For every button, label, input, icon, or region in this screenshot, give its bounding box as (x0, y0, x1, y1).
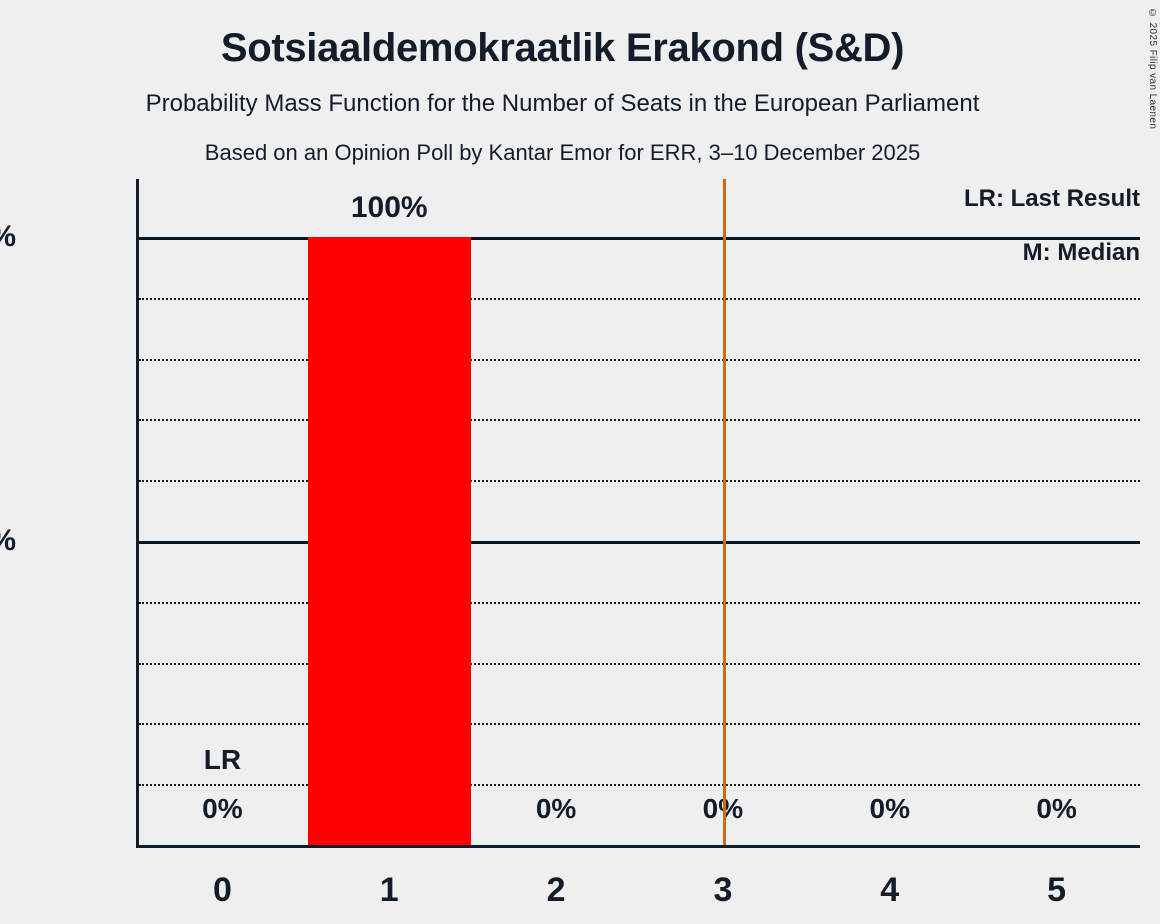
chart-header: Sotsiaaldemokraatlik Erakond (S&D) Proba… (0, 0, 1125, 164)
x-tick-2: 2 (546, 871, 566, 909)
chart-subtitle: Probability Mass Function for the Number… (145, 90, 980, 117)
bar-seat-1[interactable]: M (307, 0, 471, 845)
last-result-marker: LR (203, 744, 242, 776)
chart-source-note: Based on an Opinion Poll by Kantar Emor … (204, 140, 921, 165)
y-tick-50: 50% (0, 526, 16, 556)
copyright-notice: © 2025 Filip van Laenen (1147, 8, 1158, 130)
gridline-90 (139, 297, 1140, 300)
legend-median: M: Median (1022, 239, 1140, 266)
gridline-60 (139, 480, 1140, 483)
gridline-50 (139, 541, 1140, 544)
value-label-seat-4: 0% (869, 793, 910, 824)
x-tick-4: 4 (880, 871, 900, 909)
gridline-70 (139, 419, 1140, 422)
gridline-10 (139, 784, 1140, 787)
x-axis-line (136, 845, 1140, 848)
value-label-seat-5: 0% (1036, 793, 1077, 824)
gridline-40 (139, 601, 1140, 604)
page-title: Sotsiaaldemokraatlik Erakond (S&D) (220, 26, 905, 70)
gridline-20 (139, 723, 1140, 726)
x-tick-1: 1 (379, 871, 399, 909)
x-tick-0: 0 (212, 871, 232, 909)
value-label-seat-1: 100% (350, 191, 428, 224)
x-tick-5: 5 (1047, 871, 1067, 909)
value-label-seat-0: 0% (202, 793, 243, 824)
gridline-30 (139, 662, 1140, 665)
y-tick-100: 100% (0, 222, 16, 252)
legend-last-result: LR: Last Result (963, 185, 1140, 212)
x-tick-3: 3 (713, 871, 733, 909)
last-result-vertical-line (722, 179, 726, 845)
gridline-80 (139, 358, 1140, 361)
gridline-100 (139, 237, 1140, 240)
value-label-seat-2: 0% (535, 793, 577, 824)
y-axis-line (136, 179, 139, 845)
median-marker: M (308, 0, 471, 5)
